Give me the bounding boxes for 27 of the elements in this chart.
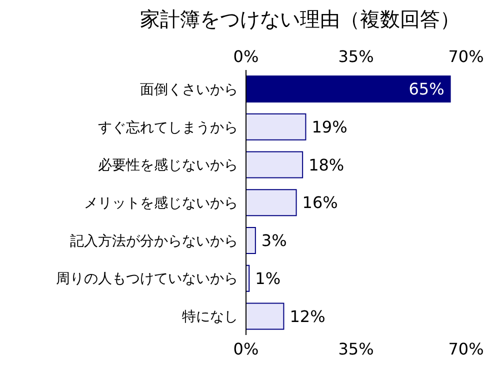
- y-tick-label: 面倒くさいから: [140, 82, 238, 98]
- bar: [246, 226, 256, 254]
- data-label: 19%: [312, 118, 348, 137]
- data-label: 12%: [290, 306, 326, 326]
- x2-tick-label: 0%: [233, 47, 259, 66]
- bar: [246, 76, 451, 103]
- x-tick-label: 70%: [448, 339, 484, 358]
- y-tick-label: メリットを感じないから: [84, 195, 238, 212]
- data-label: 16%: [302, 193, 338, 212]
- bar: [246, 189, 297, 216]
- y-tick-label: 特になし: [182, 309, 238, 326]
- y-tick-label: 周りの人もつけていないから: [56, 271, 238, 288]
- x2-tick-label: 35%: [338, 47, 374, 66]
- data-label: 18%: [308, 155, 344, 174]
- y-tick-label: 記入方法が分からないから: [70, 233, 238, 250]
- data-label: 1%: [255, 268, 281, 288]
- bar: [246, 302, 284, 330]
- y-tick-label: 必要性を感じないから: [98, 158, 238, 174]
- bar: [246, 151, 304, 178]
- bar: [246, 113, 306, 140]
- chart-title: 家計簿をつけない理由（複数回答）: [140, 6, 460, 33]
- y-tick-label: すぐ忘れてしまうから: [98, 118, 238, 136]
- data-label: 65%: [408, 80, 444, 99]
- x-tick-label: 0%: [233, 339, 259, 358]
- x2-tick-label: 70%: [448, 47, 484, 66]
- data-label: 3%: [261, 231, 287, 250]
- x-tick-label: 35%: [338, 339, 374, 358]
